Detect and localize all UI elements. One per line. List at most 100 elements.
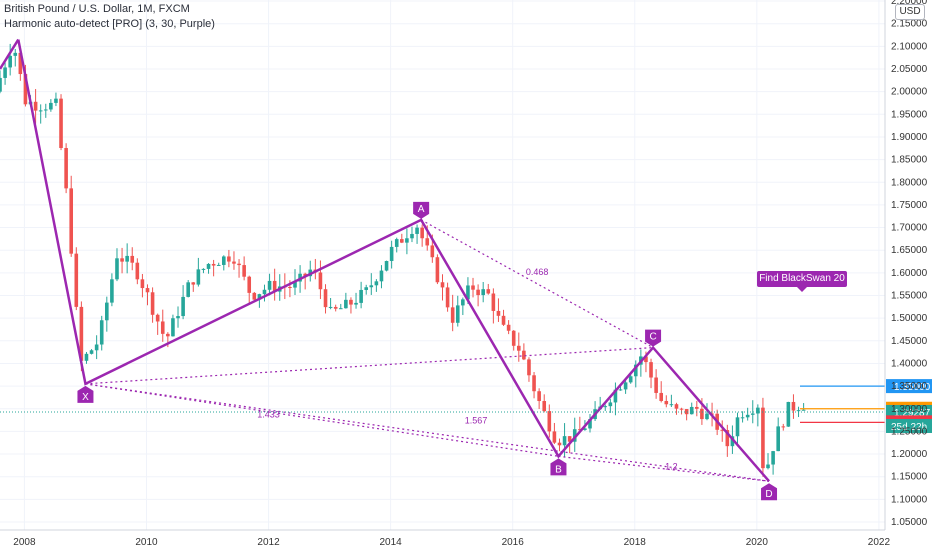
candle-body	[501, 315, 506, 325]
candle-body	[695, 406, 699, 409]
ratio-label: 1.567	[465, 416, 488, 426]
candle-body	[364, 287, 369, 290]
y-tick-label: 2.00000	[891, 87, 928, 98]
candle-body	[338, 308, 343, 310]
candle-body	[583, 428, 587, 430]
candle-body	[471, 285, 475, 290]
candle-body	[756, 407, 760, 414]
candle-body	[542, 401, 547, 412]
candle-body	[628, 376, 633, 383]
candle-body	[440, 282, 445, 288]
price-tag-bg	[886, 379, 932, 394]
candle-body	[344, 299, 348, 309]
point-label: A	[418, 204, 425, 215]
candle-body	[522, 350, 526, 360]
candle-body	[191, 282, 196, 285]
point-label: D	[765, 489, 772, 500]
candle-body	[8, 55, 12, 68]
candle-body	[18, 52, 23, 75]
candle-body	[120, 258, 124, 262]
y-tick-label: 1.15000	[891, 472, 928, 483]
candle-body	[33, 101, 38, 111]
candle-body	[537, 391, 541, 402]
pattern-point-a: A	[413, 201, 430, 219]
candle-body	[450, 307, 455, 323]
candle-body	[150, 292, 155, 315]
point-label: C	[649, 332, 656, 343]
candle-body	[461, 299, 465, 306]
point-marker	[761, 483, 778, 501]
pattern-leg	[0, 38, 20, 70]
candle-body	[0, 77, 2, 92]
candle-body	[74, 253, 79, 307]
candle-body	[689, 406, 694, 415]
currency-button[interactable]: USD	[895, 4, 925, 20]
y-tick-label: 1.95000	[891, 109, 928, 120]
candle-body	[227, 256, 231, 262]
candle-body	[430, 245, 435, 258]
candle-body	[735, 417, 740, 437]
candle-body	[476, 289, 480, 296]
candle-body	[481, 289, 485, 296]
candle-body	[766, 464, 770, 469]
candle-body	[730, 436, 735, 447]
y-tick-label: 2.15000	[891, 19, 928, 30]
candle-body	[166, 333, 170, 337]
candle-body	[720, 429, 725, 431]
candle-body	[69, 188, 74, 254]
candle-body	[201, 268, 206, 270]
pattern-leg	[17, 39, 770, 483]
candle-body	[684, 409, 689, 415]
candle-body	[267, 280, 272, 290]
candle-body	[425, 238, 430, 246]
candle-body	[420, 227, 424, 239]
candle-body	[359, 289, 363, 303]
candle-body	[659, 392, 664, 401]
ratio-line	[85, 383, 559, 457]
candle-body	[649, 362, 653, 378]
pattern-point-d: D	[761, 483, 778, 501]
candle-body	[608, 402, 613, 407]
candle-body	[293, 281, 297, 288]
blackswan-callout[interactable]: Find BlackSwan 20	[757, 271, 847, 287]
candle-body	[262, 289, 267, 295]
y-tick-label: 1.75000	[891, 200, 928, 211]
point-marker	[77, 385, 94, 403]
y-tick-label: 1.70000	[891, 223, 928, 234]
candles	[0, 43, 806, 477]
candle-body	[379, 270, 384, 282]
harmonic-pattern: 0.468 1.433 1.567 1.2 X A B C D	[0, 38, 778, 501]
candle-body	[776, 426, 780, 452]
ratio-line	[420, 219, 654, 349]
candle-body	[603, 406, 608, 408]
candle-body	[745, 414, 750, 418]
x-tick-label: 2008	[13, 537, 36, 548]
candle-body	[725, 430, 730, 447]
candle-body	[796, 410, 801, 412]
candle-body	[654, 377, 658, 393]
candle-body	[49, 102, 53, 110]
candle-body	[125, 255, 129, 262]
candle-body	[84, 353, 89, 361]
candle-body	[761, 407, 765, 469]
y-tick-label: 1.40000	[891, 358, 928, 369]
y-tick-label: 2.20000	[891, 0, 928, 7]
candle-body	[354, 302, 358, 305]
candle-body	[105, 302, 109, 321]
candle-body	[552, 431, 557, 443]
candle-body	[405, 238, 409, 243]
candle-body	[664, 400, 669, 405]
chart-legend: British Pound / U.S. Dollar, 1M, FXCM Ha…	[4, 2, 215, 32]
y-tick-label: 1.30000	[891, 404, 928, 415]
ratio-label: 1.433	[257, 409, 280, 419]
candle-body	[547, 411, 552, 432]
candle-body	[750, 413, 755, 415]
symbol-title: British Pound / U.S. Dollar, 1M, FXCM	[4, 3, 190, 15]
candle-body	[237, 263, 241, 266]
candle-body	[115, 258, 119, 280]
candle-body	[23, 74, 28, 105]
candle-body	[333, 306, 338, 309]
